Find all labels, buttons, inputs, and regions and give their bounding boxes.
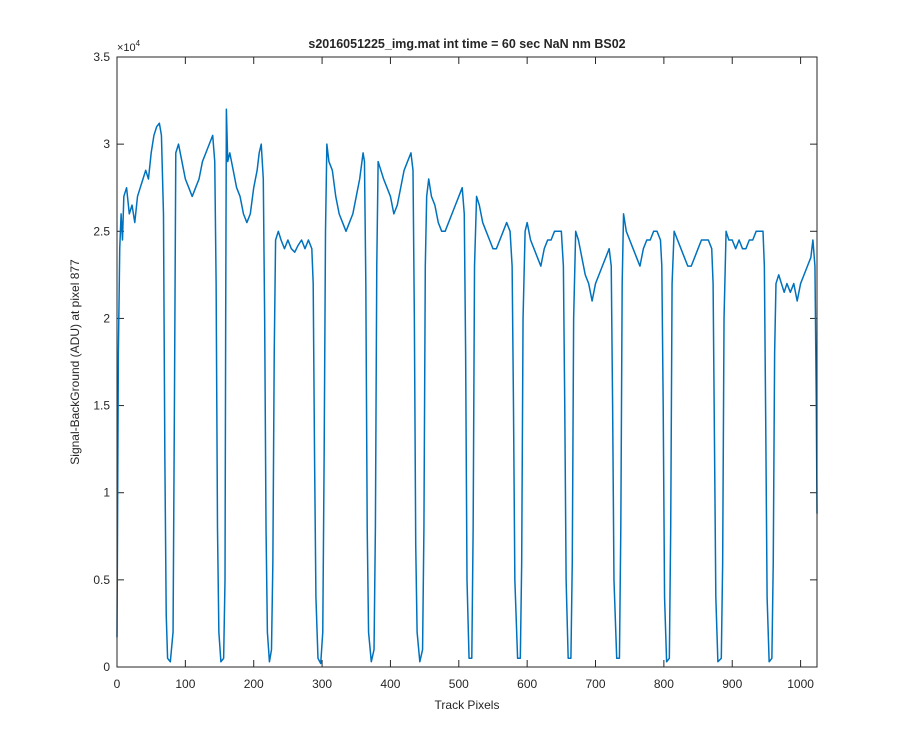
x-tick-label: 300 <box>312 677 332 691</box>
x-tick-label: 400 <box>380 677 400 691</box>
x-tick-label: 100 <box>175 677 195 691</box>
x-tick-label: 0 <box>114 677 121 691</box>
y-tick-label: 3.5 <box>93 50 110 64</box>
x-tick-label: 500 <box>449 677 469 691</box>
x-tick-label: 200 <box>244 677 264 691</box>
y-tick-label: 2 <box>103 311 110 325</box>
x-tick-label: 700 <box>586 677 606 691</box>
x-tick-label: 600 <box>517 677 537 691</box>
y-exponent-base: ×10 <box>117 42 136 54</box>
y-axis-label: Signal-BackGround (ADU) at pixel 877 <box>68 259 82 465</box>
y-exponent-power: 4 <box>136 39 141 48</box>
x-tick-label: 1000 <box>787 677 814 691</box>
y-tick-label: 1 <box>103 486 110 500</box>
y-tick-label: 2.5 <box>93 224 110 238</box>
x-axis-label: Track Pixels <box>435 698 500 712</box>
y-exponent: ×104 <box>117 39 141 54</box>
y-tick-label: 3 <box>103 137 110 151</box>
data-line <box>116 108 818 665</box>
chart-title: s2016051225_img.mat int time = 60 sec Na… <box>308 37 625 51</box>
y-tick-label: 1.5 <box>93 399 110 413</box>
y-tick-label: 0 <box>103 660 110 674</box>
x-tick-label: 800 <box>654 677 674 691</box>
y-tick-label: 0.5 <box>93 573 110 587</box>
axes-box <box>116 56 818 668</box>
x-tick-label: 900 <box>722 677 742 691</box>
